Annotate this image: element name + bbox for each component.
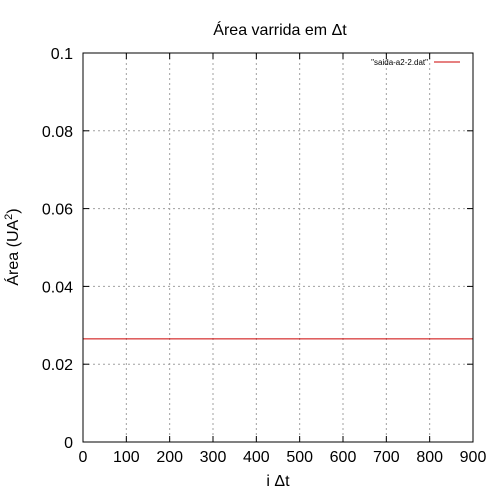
- x-tick-label: 200: [156, 449, 183, 466]
- x-tick-label: 100: [113, 449, 140, 466]
- x-tick-label: 0: [79, 449, 88, 466]
- y-axis-label-main: Área (UA: [3, 220, 22, 286]
- x-tick-label: 500: [286, 449, 313, 466]
- legend-label: "saida-a2-2.dat": [371, 58, 428, 67]
- grid: [83, 53, 473, 442]
- x-tick-label: 800: [416, 449, 443, 466]
- x-tick-label: 700: [373, 449, 400, 466]
- plot-frame: [82, 52, 474, 443]
- y-axis-label: Área (UA2): [3, 208, 22, 285]
- x-tick-label: 900: [460, 449, 487, 466]
- y-tick-label: 0: [64, 435, 73, 452]
- y-tick-label: 0.04: [42, 279, 73, 296]
- y-tick-label: 0.1: [51, 46, 73, 63]
- x-tick-label: 300: [200, 449, 227, 466]
- y-axis-label-tail: ): [5, 208, 22, 213]
- y-tick-label: 0.08: [42, 124, 73, 141]
- legend: "saida-a2-2.dat": [371, 58, 460, 67]
- x-axis-label: i Δt: [266, 473, 290, 490]
- y-tick-label: 0.06: [42, 202, 73, 219]
- x-tick-label: 600: [330, 449, 357, 466]
- x-tick-label: 400: [243, 449, 270, 466]
- y-axis-label-superscript: 2: [3, 214, 15, 220]
- y-tick-label: 0.02: [42, 357, 73, 374]
- chart-title: Área varrida em Δt: [213, 20, 347, 39]
- ticks: 0 100 200 300 400 500 600 700 800 900 0 0.02 0.04 0.0…: [42, 46, 487, 466]
